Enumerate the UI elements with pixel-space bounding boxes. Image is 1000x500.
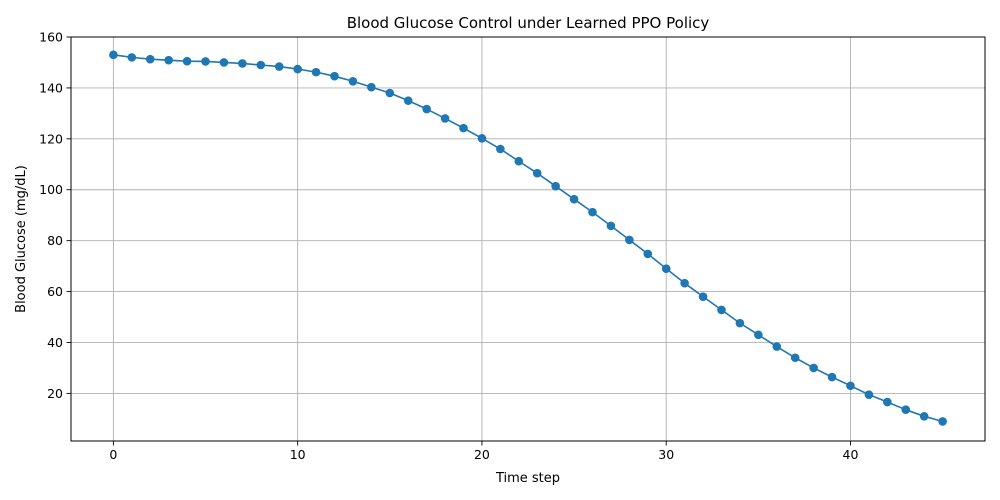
data-point <box>735 318 745 328</box>
data-point <box>348 76 358 86</box>
data-point <box>127 53 137 62</box>
y-tick-label: 80 <box>47 233 63 248</box>
data-point <box>311 67 321 77</box>
data-point <box>919 412 929 421</box>
data-point <box>864 390 874 399</box>
data-point <box>182 56 192 66</box>
y-tick-label: 40 <box>47 335 63 350</box>
data-point <box>643 249 653 259</box>
x-axis-label: Time step <box>495 471 560 486</box>
data-point <box>883 397 892 407</box>
series-line <box>113 54 943 423</box>
axis-ticks: 0 10 20 30 40 20 40 60 80 100 120 140 160 <box>39 30 858 463</box>
x-tick-label: 30 <box>658 447 674 462</box>
data-point <box>256 60 266 70</box>
data-point <box>109 50 118 60</box>
data-point <box>569 194 579 204</box>
data-point <box>938 417 947 426</box>
data-point <box>274 62 284 71</box>
data-point <box>790 353 800 363</box>
data-point <box>846 381 855 391</box>
y-tick-label: 160 <box>39 30 63 45</box>
data-point <box>496 144 505 154</box>
data-point <box>625 235 634 245</box>
data-point <box>717 305 726 315</box>
data-point <box>440 114 450 123</box>
data-point <box>551 181 560 191</box>
data-point <box>293 64 302 74</box>
data-point <box>680 278 689 288</box>
y-tick-label: 20 <box>47 386 63 401</box>
data-point <box>459 123 468 133</box>
data-point <box>477 134 487 143</box>
data-point <box>219 58 229 67</box>
data-point <box>367 82 376 92</box>
y-tick-label: 60 <box>47 284 63 299</box>
y-tick-label: 100 <box>39 182 63 197</box>
data-point <box>532 168 542 178</box>
data-series <box>109 50 947 426</box>
x-tick-label: 20 <box>474 447 490 462</box>
data-point <box>514 156 524 166</box>
data-point <box>827 372 837 382</box>
x-tick-label: 40 <box>843 447 859 462</box>
data-point <box>772 342 782 351</box>
data-point <box>201 57 210 66</box>
x-tick-label: 10 <box>290 447 306 462</box>
data-point <box>901 405 911 414</box>
data-point <box>422 104 431 114</box>
y-tick-label: 140 <box>39 80 63 95</box>
data-point <box>661 264 671 273</box>
data-point <box>330 71 339 81</box>
data-point <box>164 55 173 65</box>
data-point <box>809 363 818 373</box>
data-point <box>403 96 413 105</box>
y-tick-label: 120 <box>39 131 63 146</box>
data-point <box>385 88 395 98</box>
data-point <box>145 54 155 64</box>
plot-area-frame <box>70 36 986 442</box>
data-point <box>606 221 616 231</box>
y-axis-label: Blood Glucose (mg/dL) <box>14 165 29 313</box>
x-tick-label: 0 <box>109 447 117 462</box>
data-point <box>698 292 708 301</box>
chart-title: Blood Glucose Control under Learned PPO … <box>347 14 710 32</box>
data-point <box>238 59 247 68</box>
data-point <box>588 207 597 217</box>
data-point <box>754 330 763 340</box>
